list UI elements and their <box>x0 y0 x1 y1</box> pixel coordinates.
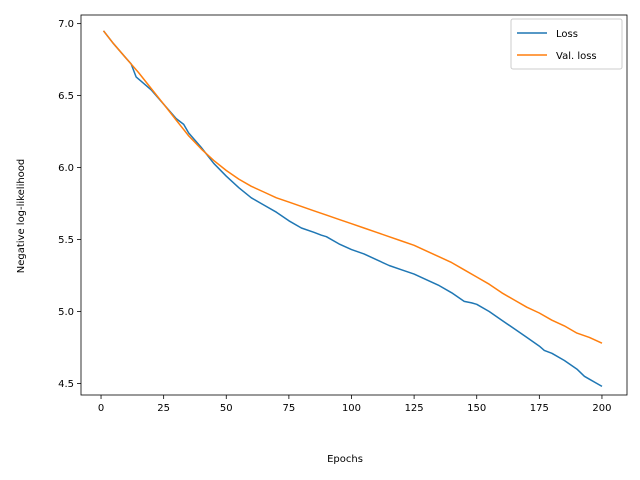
x-tick-label: 125 <box>405 403 424 414</box>
series-line-val-loss <box>102 30 603 344</box>
y-tick-label: 4.5 <box>58 379 74 390</box>
series-layer <box>102 30 603 388</box>
x-tick-label: 200 <box>592 403 611 414</box>
legend: Loss Val. loss <box>510 18 623 70</box>
x-axis-label: Epochs <box>327 454 363 465</box>
y-tick-label: 7.0 <box>58 19 74 30</box>
x-tick-label: 75 <box>283 403 296 414</box>
legend-box <box>510 18 623 70</box>
x-tick-label: 150 <box>467 403 486 414</box>
x-tick-label: 50 <box>220 403 233 414</box>
x-tick-label: 175 <box>530 403 549 414</box>
legend-label-val-loss: Val. loss <box>556 51 597 62</box>
y-tick-label: 5.5 <box>58 235 74 246</box>
y-tick-label: 5.0 <box>58 307 74 318</box>
legend-label-loss: Loss <box>556 29 578 40</box>
x-tick-label: 100 <box>342 403 361 414</box>
x-tick-label: 25 <box>157 403 170 414</box>
x-tick-label: 0 <box>98 403 104 414</box>
plot-frame <box>80 14 628 396</box>
y-tick-label: 6.0 <box>58 163 74 174</box>
y-axis-label: Negative log-likelihood <box>16 159 27 274</box>
ticks-layer: 0 25 50 75 100 125 150 175 200 4.5 5.0 5.5 6.0 6.5 7.0 <box>58 19 611 414</box>
y-tick-label: 6.5 <box>58 91 74 102</box>
